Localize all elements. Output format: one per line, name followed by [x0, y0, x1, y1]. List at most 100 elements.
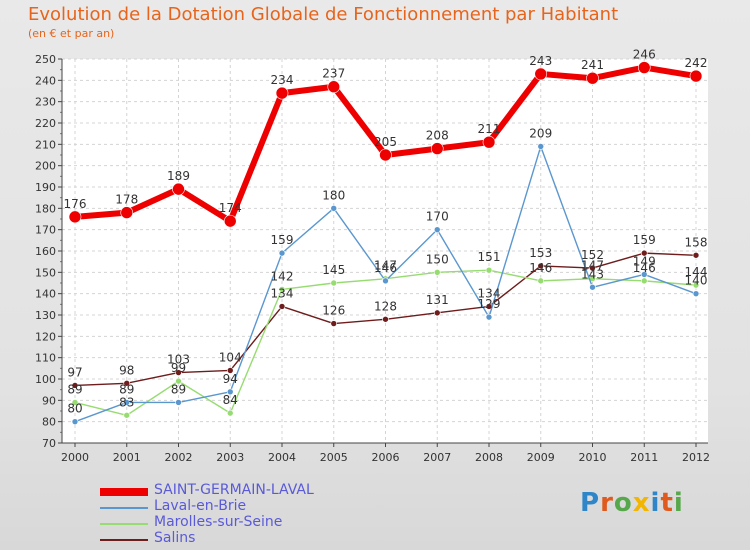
legend-swatch [100, 539, 148, 541]
data-label: 243 [529, 54, 552, 68]
brand-letter: r [600, 488, 614, 518]
data-point [71, 418, 79, 425]
data-label: 89 [119, 382, 134, 396]
data-point [589, 283, 596, 291]
brand-letter: P [580, 488, 601, 518]
x-tick-label: 2001 [113, 451, 141, 464]
data-label: 83 [119, 395, 134, 409]
data-point [537, 262, 545, 270]
data-label: 159 [633, 233, 656, 247]
data-label: 99 [171, 361, 186, 375]
data-label: 142 [271, 269, 294, 283]
data-point [278, 249, 286, 257]
data-label: 134 [271, 286, 294, 300]
data-point [278, 303, 286, 310]
y-tick-label: 180 [35, 202, 56, 215]
data-point [485, 313, 493, 321]
data-label: 151 [478, 250, 501, 264]
data-label: 153 [529, 246, 552, 260]
legend-label: Salins [154, 530, 196, 546]
x-tick-label: 2007 [423, 451, 451, 464]
data-point [278, 286, 286, 293]
chart-title: Evolution de la Dotation Globale de Fonc… [28, 4, 619, 25]
y-tick-label: 190 [35, 181, 56, 194]
data-label: 152 [581, 248, 604, 262]
chart-subtitle: (en € et par an) [28, 27, 115, 40]
y-tick-label: 240 [35, 74, 56, 87]
data-point [123, 399, 131, 406]
data-point [586, 71, 599, 85]
data-point [223, 214, 237, 228]
y-tick-label: 80 [42, 416, 56, 429]
data-point [382, 277, 389, 285]
data-point [226, 388, 234, 396]
x-tick-label: 2006 [372, 451, 400, 464]
data-label: 234 [271, 73, 294, 87]
y-tick-label: 230 [35, 96, 56, 109]
line-chart: 7080901001101201301401501601701801902002… [35, 48, 710, 464]
data-label: 205 [374, 135, 397, 149]
brand-letter: i [650, 488, 661, 518]
data-label: 242 [685, 56, 708, 70]
brand-letter: x [632, 488, 651, 518]
data-label: 129 [478, 297, 501, 311]
legend-label: Marolles-sur-Seine [154, 514, 283, 530]
data-label: 97 [67, 365, 82, 379]
data-label: 89 [67, 382, 82, 396]
data-point [589, 264, 596, 272]
x-tick-label: 2003 [216, 451, 244, 464]
data-point [120, 206, 134, 219]
y-tick-label: 220 [35, 117, 56, 130]
data-label: 140 [685, 274, 708, 288]
data-label: 241 [581, 58, 604, 72]
data-point [71, 382, 79, 389]
legend-swatch [100, 488, 148, 496]
data-label: 145 [322, 263, 345, 277]
data-point [433, 309, 441, 317]
data-point [226, 409, 234, 417]
y-tick-label: 90 [42, 394, 56, 407]
data-label: 98 [119, 363, 134, 377]
data-point [537, 143, 545, 150]
data-point [123, 379, 131, 387]
data-label: 147 [581, 259, 604, 273]
data-label: 80 [67, 402, 82, 416]
data-label: 208 [426, 129, 449, 143]
data-label: 246 [633, 48, 656, 62]
data-point [226, 367, 234, 374]
data-label: 94 [223, 372, 238, 386]
legend-swatch [100, 507, 148, 509]
data-label: 146 [529, 261, 552, 275]
x-tick-label: 2010 [579, 451, 607, 464]
data-point [485, 266, 493, 274]
data-point [692, 290, 700, 297]
data-point [689, 69, 703, 83]
brand-letter: i [673, 488, 684, 518]
y-tick-label: 130 [35, 309, 56, 322]
data-point [640, 277, 648, 285]
data-point [382, 315, 389, 323]
data-label: 146 [374, 261, 397, 275]
y-tick-label: 140 [35, 288, 56, 301]
legend-swatch [100, 523, 148, 525]
data-label: 149 [633, 254, 656, 268]
data-point [330, 279, 338, 287]
y-tick-label: 250 [35, 53, 56, 66]
data-point [692, 281, 700, 289]
data-point [175, 377, 182, 385]
data-label: 84 [223, 393, 238, 407]
data-label: 131 [426, 293, 449, 307]
data-point [640, 249, 648, 257]
data-label: 211 [478, 122, 501, 136]
data-label: 150 [426, 252, 449, 266]
data-point [433, 269, 441, 276]
data-label: 170 [426, 210, 449, 224]
data-point [71, 399, 79, 406]
data-label: 144 [685, 265, 708, 279]
y-tick-label: 160 [35, 245, 56, 258]
data-point [692, 251, 700, 259]
data-point [482, 135, 496, 149]
data-label: 209 [529, 126, 552, 140]
data-point [68, 210, 82, 224]
